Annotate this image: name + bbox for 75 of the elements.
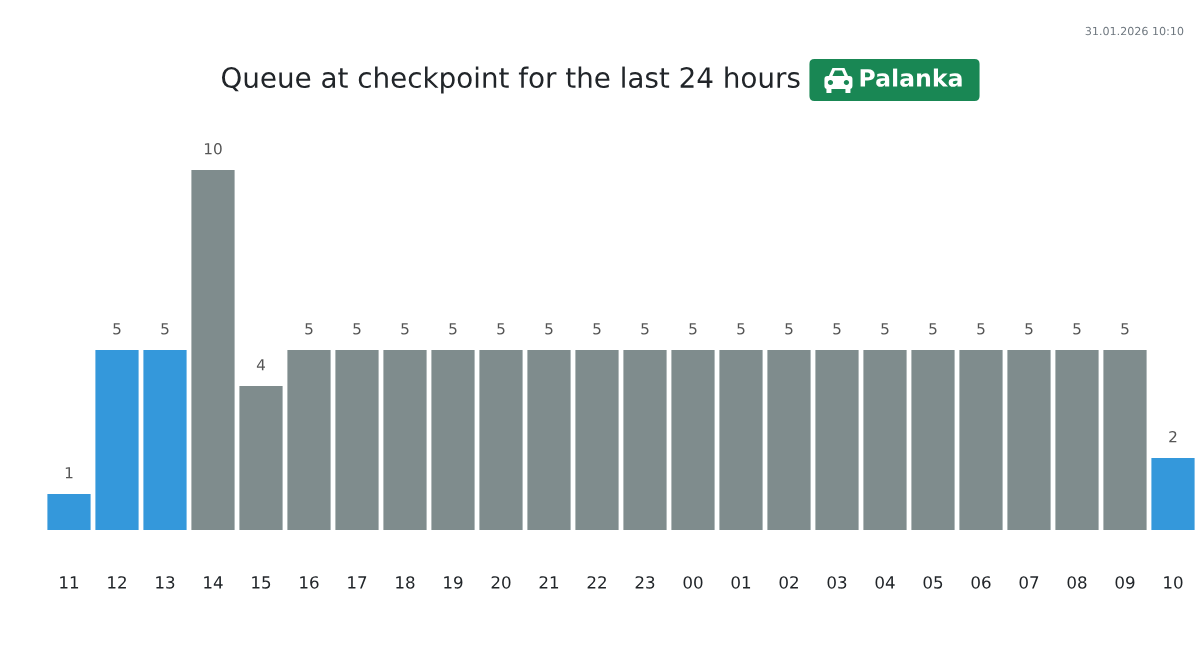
bar: [95, 350, 139, 530]
data-label: 5: [305, 323, 313, 335]
x-tick-label: 23: [635, 576, 655, 589]
data-label: 5: [161, 323, 169, 335]
data-label: 5: [353, 323, 361, 335]
bar: [815, 350, 859, 530]
bar: [911, 350, 955, 530]
x-tick-label: 03: [827, 576, 847, 589]
x-tick-label: 15: [252, 576, 271, 589]
bar: [47, 494, 91, 530]
data-label: 5: [1121, 323, 1129, 335]
x-tick-label: 17: [348, 576, 367, 589]
bar: [671, 350, 715, 530]
x-tick-label: 02: [779, 576, 798, 589]
bar: [1103, 350, 1147, 530]
x-tick-label: 12: [108, 576, 126, 589]
bar: [431, 350, 475, 530]
x-tick-label: 05: [923, 576, 943, 589]
data-label: 5: [497, 323, 505, 335]
data-label: 5: [881, 323, 889, 335]
data-label: 5: [1073, 323, 1081, 335]
bar: [1007, 350, 1051, 530]
bar: [767, 350, 811, 530]
data-label: 5: [737, 323, 745, 335]
bar: [575, 350, 619, 530]
x-tick-label: 19: [444, 576, 463, 589]
data-label: 5: [929, 323, 937, 335]
bar: [479, 350, 523, 530]
x-tick-label: 10: [1164, 576, 1183, 589]
bar: [143, 350, 187, 530]
x-tick-label: 00: [683, 576, 703, 589]
bar: [623, 350, 667, 530]
data-label: 5: [641, 323, 649, 335]
bar: [383, 350, 427, 530]
bar: [959, 350, 1003, 530]
data-label: 5: [545, 323, 553, 335]
data-label: 1: [65, 467, 73, 479]
bar: [287, 350, 331, 530]
bar: [1055, 350, 1099, 530]
bar: [335, 350, 379, 530]
x-tick-label: 08: [1067, 576, 1087, 589]
x-tick-label: 21: [539, 576, 559, 589]
x-tick-label: 11: [60, 576, 79, 589]
data-label: 5: [689, 323, 697, 335]
bar: [191, 170, 235, 530]
bar: [863, 350, 907, 530]
text: 31.01.2026 10:10: [1085, 26, 1184, 36]
data-label: 5: [113, 323, 121, 335]
bar: [239, 386, 283, 530]
data-label: 5: [449, 323, 457, 335]
data-label: 5: [977, 323, 985, 335]
x-tick-label: 14: [204, 576, 223, 589]
x-tick-label: 18: [396, 576, 415, 589]
data-label: 5: [593, 323, 601, 335]
data-label: 5: [833, 323, 841, 335]
data-label: 5: [401, 323, 409, 335]
x-tick-label: 13: [156, 576, 175, 589]
data-label: 5: [785, 323, 793, 335]
x-tick-label: 01: [731, 576, 751, 589]
chart-subtitle: Palanka: [860, 68, 962, 87]
data-label: 5: [1025, 323, 1033, 335]
bar: [719, 350, 763, 530]
data-label: 2: [1169, 430, 1177, 443]
x-tick-label: 06: [971, 576, 991, 589]
x-tick-label: 04: [875, 576, 895, 589]
x-tick-label: 07: [1019, 576, 1039, 589]
bar: [527, 350, 571, 530]
data-label: 10: [204, 142, 222, 155]
x-tick-label: 16: [300, 576, 319, 589]
x-tick-label: 22: [587, 576, 606, 589]
x-tick-label: 20: [491, 576, 511, 589]
x-tick-label: 09: [1115, 576, 1135, 589]
bar: [1151, 458, 1195, 530]
chart-title: Queue at checkpoint for the last 24 hours: [222, 66, 800, 94]
data-label: 4: [256, 359, 265, 371]
